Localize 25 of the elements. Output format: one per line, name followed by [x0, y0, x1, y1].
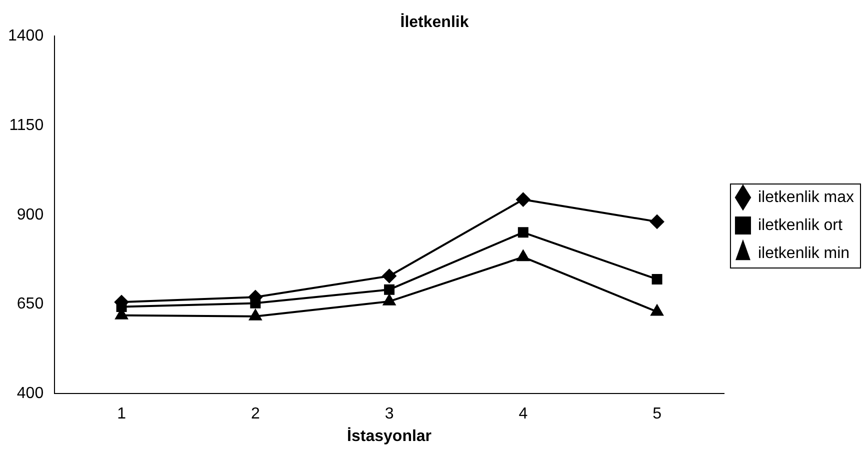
- chart-title: İletkenlik: [400, 13, 469, 32]
- y-tick-label: 650: [16, 296, 44, 313]
- legend-label: iletkenlik min: [758, 244, 850, 262]
- x-axis-title: İstasyonlar: [347, 426, 432, 445]
- y-tick-label: 1150: [9, 116, 44, 134]
- legend-label: iletkenlik max: [758, 188, 854, 206]
- point: [518, 227, 528, 238]
- point: [249, 309, 262, 320]
- point: [382, 269, 396, 284]
- x-tick-label: 2: [250, 406, 260, 423]
- y-tick-label: 1400: [8, 28, 44, 45]
- x-tick-label: 5: [652, 406, 662, 423]
- x-tick-label: 3: [384, 406, 394, 423]
- point: [650, 214, 664, 229]
- point: [516, 250, 530, 262]
- y-tick-label: 400: [16, 385, 44, 402]
- x-tick-label: 4: [518, 406, 528, 423]
- point: [650, 304, 664, 316]
- point: [384, 284, 395, 295]
- point: [652, 274, 662, 284]
- y-tick-label: 900: [16, 206, 44, 224]
- x-tick-label: 1: [117, 406, 126, 423]
- legend-label: iletkenlik ort: [758, 216, 843, 234]
- point: [516, 192, 530, 207]
- point: [383, 294, 396, 306]
